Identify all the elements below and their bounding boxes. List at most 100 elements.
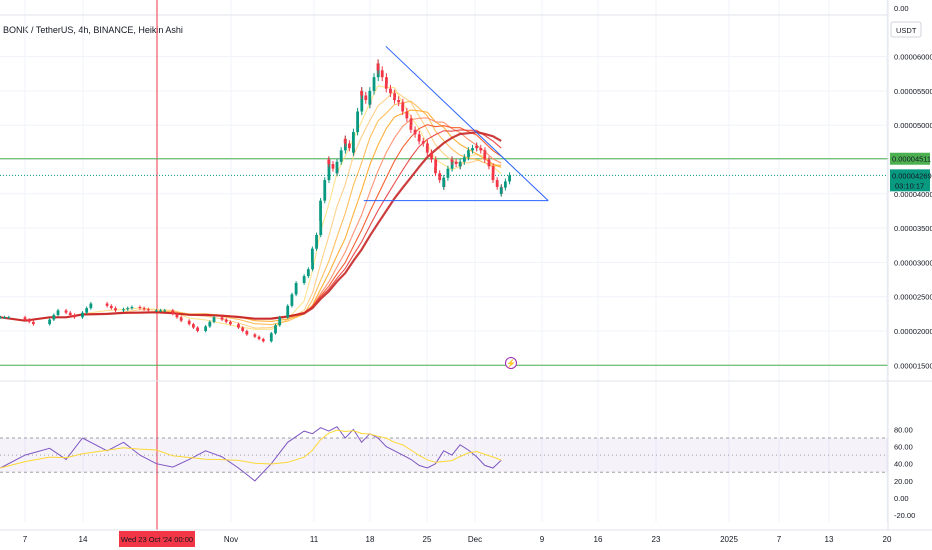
last-price-badge: [890, 169, 930, 192]
crosshair-date-text: Wed 23 Oct '24 00:00: [121, 535, 193, 544]
rsi-ma-line: [0, 429, 502, 469]
ma-ribbon-line: [0, 85, 502, 330]
candle-body: [241, 327, 245, 331]
candle-body: [339, 150, 343, 162]
currency-box: [890, 21, 922, 38]
candle-body: [192, 324, 195, 328]
candle-body: [311, 262, 314, 270]
candle-body: [208, 321, 212, 327]
candle-body: [3, 317, 6, 319]
candle-body: [278, 317, 282, 326]
candle-body: [323, 180, 327, 201]
candle-body: [163, 310, 167, 312]
candle-body: [335, 161, 339, 174]
candle-body: [290, 294, 294, 306]
candle-body: [130, 306, 134, 309]
candle-body: [425, 145, 429, 153]
candle-body: [0, 317, 2, 319]
candle-body: [212, 317, 216, 322]
candle-body: [319, 200, 322, 222]
rsi-line: [0, 426, 502, 482]
candle-body: [491, 166, 495, 174]
time-axis-label: 2025: [720, 535, 738, 544]
candle-body: [122, 309, 125, 311]
price-axis-label: 0.00002000: [894, 327, 932, 336]
ma-ribbon-line: [0, 130, 502, 322]
candle-body: [319, 221, 323, 235]
candle-body: [347, 143, 351, 149]
candle-body: [421, 141, 425, 144]
candle-body: [23, 317, 27, 320]
candle-body: [389, 88, 392, 94]
time-axis-label: 14: [79, 535, 88, 544]
candle-body: [409, 125, 413, 130]
candle-body: [434, 159, 438, 167]
candle-body: [368, 90, 372, 105]
resistance-price-text: 0.00004511: [892, 155, 931, 164]
lightning-icon: ⚡: [506, 358, 516, 368]
candle-body: [397, 100, 401, 103]
candle-body: [356, 111, 359, 133]
candle-body: [159, 310, 162, 312]
candle-body: [442, 177, 446, 187]
candle-body: [81, 312, 84, 318]
candle-body: [204, 326, 208, 331]
candle-body: [245, 331, 249, 335]
candle-body: [430, 152, 433, 160]
candle-body: [475, 145, 478, 149]
candle-body: [417, 138, 421, 142]
time-axis-label: 18: [366, 535, 375, 544]
time-axis-label: 25: [423, 535, 432, 544]
candle-body: [73, 314, 76, 318]
candle-body: [302, 276, 306, 283]
candle-body: [179, 317, 183, 321]
rsi-axis-label: 80.00: [894, 425, 913, 434]
candle-body: [458, 161, 462, 167]
ma-ribbon-line: [0, 124, 502, 322]
candle-body: [487, 159, 491, 167]
candle-body: [352, 132, 355, 153]
candle-body: [380, 70, 384, 78]
candle-body: [310, 248, 314, 263]
candle-body: [413, 129, 417, 135]
event-marker-icon: [505, 357, 517, 369]
rsi-axis-label: 60.00: [894, 443, 913, 452]
time-axis-label: 13: [825, 535, 834, 544]
candle-body: [48, 319, 52, 325]
candle-body: [495, 180, 499, 187]
currency-label: USDT: [896, 26, 917, 35]
time-axis-label: 23: [652, 535, 661, 544]
candle-body: [142, 308, 146, 310]
candle-body: [327, 159, 331, 181]
candle-body: [146, 309, 150, 311]
candle-body: [384, 84, 388, 89]
price-axis-label: 0.00002500: [894, 293, 932, 302]
triangle-descending-line: [385, 45, 549, 202]
candle-body: [261, 339, 265, 342]
candle-body: [462, 157, 466, 162]
candle-body: [491, 173, 495, 181]
time-axis-label: 7: [777, 535, 782, 544]
time-axis-label: 11: [310, 535, 319, 544]
candle-body: [479, 148, 483, 151]
candle-body: [364, 95, 368, 101]
candle-body: [401, 104, 405, 112]
ma-ribbon-line: [0, 100, 502, 326]
candle-body: [438, 173, 442, 181]
candle-body: [483, 152, 487, 160]
candle-body: [229, 321, 232, 325]
candle-body: [471, 148, 474, 151]
candle-body: [269, 333, 273, 342]
candle-body: [253, 334, 257, 337]
rsi-axis-label: 0.00: [894, 494, 909, 503]
candle-body: [7, 317, 11, 319]
candle-body: [89, 303, 93, 309]
candle-body: [138, 306, 142, 309]
candle-body: [154, 310, 158, 312]
candle-body: [434, 166, 437, 174]
countdown-text: 03:10:17: [895, 181, 924, 190]
time-axis-label: 9: [540, 535, 545, 544]
candle-body: [114, 308, 117, 311]
chart-title: BONK / TetherUS, 4h, BINANCE, Heikin Ash…: [3, 25, 183, 35]
